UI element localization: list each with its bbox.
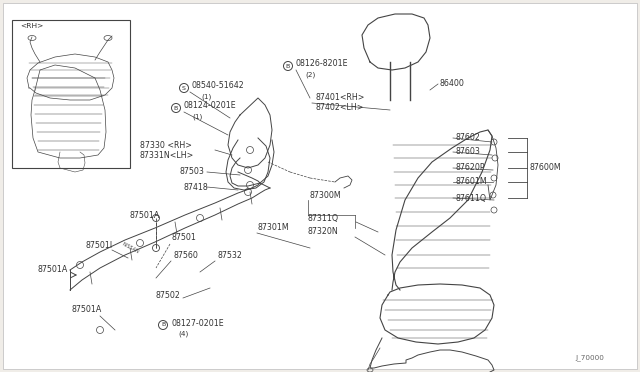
Text: 87301M: 87301M [258, 224, 290, 232]
Text: (1): (1) [192, 114, 202, 120]
Text: 87502: 87502 [155, 291, 180, 299]
Text: 87331N<LH>: 87331N<LH> [140, 151, 195, 160]
Text: 87602: 87602 [455, 134, 480, 142]
Text: B: B [161, 323, 165, 327]
Text: 87501A: 87501A [130, 211, 160, 219]
Text: B: B [286, 64, 290, 68]
Text: 87620P: 87620P [455, 164, 484, 173]
Text: (2): (2) [305, 72, 316, 78]
Text: 87300M: 87300M [310, 190, 342, 199]
Text: 87401<RH>: 87401<RH> [315, 93, 364, 103]
Text: 87601M: 87601M [455, 177, 486, 186]
Text: 87501: 87501 [172, 234, 197, 243]
Text: 87611Q: 87611Q [455, 193, 486, 202]
Text: (4): (4) [178, 331, 188, 337]
Text: 87418: 87418 [183, 183, 208, 192]
Text: <RH>: <RH> [20, 23, 44, 29]
Text: 87402<LH>: 87402<LH> [315, 103, 364, 112]
Text: 08540-51642: 08540-51642 [192, 81, 244, 90]
Text: 87600M: 87600M [530, 164, 562, 173]
Text: (1): (1) [201, 94, 211, 100]
Text: 87501I: 87501I [85, 241, 112, 250]
Text: 08124-0201E: 08124-0201E [184, 102, 237, 110]
Bar [12, 20, 130, 168]
Text: 86400: 86400 [440, 80, 465, 89]
Text: 87503: 87503 [180, 167, 205, 176]
Text: 87560: 87560 [173, 250, 198, 260]
Text: 87330 <RH>: 87330 <RH> [140, 141, 192, 150]
Text: 08126-8201E: 08126-8201E [296, 60, 349, 68]
Text: 08127-0201E: 08127-0201E [171, 318, 223, 327]
Text: 87501A: 87501A [72, 305, 102, 314]
Text: J_70000: J_70000 [575, 355, 604, 361]
Text: 87501A: 87501A [38, 266, 68, 275]
Text: S: S [182, 86, 186, 90]
Text: 87320N: 87320N [308, 228, 339, 237]
Text: B: B [174, 106, 178, 110]
Text: 87532: 87532 [218, 250, 243, 260]
Text: 87603: 87603 [455, 148, 480, 157]
Text: 87311Q: 87311Q [308, 214, 339, 222]
Text: NISSAN: NISSAN [120, 241, 140, 254]
